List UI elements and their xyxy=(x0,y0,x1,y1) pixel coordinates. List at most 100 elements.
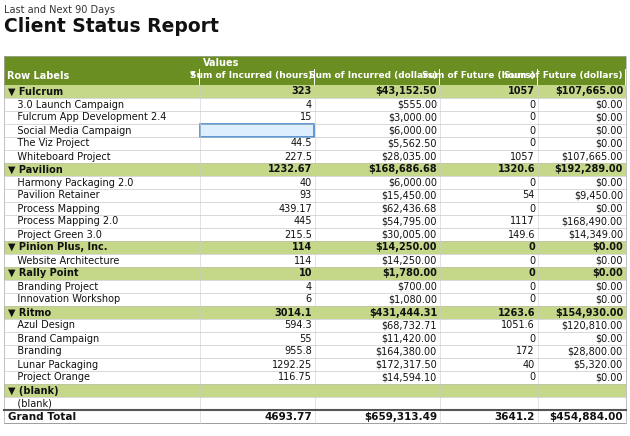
Text: 0: 0 xyxy=(529,126,535,136)
Bar xyxy=(4,410,626,423)
Text: Innovation Workshop: Innovation Workshop xyxy=(8,294,120,304)
Text: Brand Campaign: Brand Campaign xyxy=(8,334,100,344)
Bar xyxy=(200,124,314,137)
Text: 1263.6: 1263.6 xyxy=(498,307,535,317)
Text: $15,450.00: $15,450.00 xyxy=(382,191,437,201)
Text: 172: 172 xyxy=(517,347,535,357)
Text: Lunar Packaging: Lunar Packaging xyxy=(8,360,98,369)
Bar xyxy=(4,306,626,319)
Text: $68,732.71: $68,732.71 xyxy=(382,320,437,330)
Text: $164,380.00: $164,380.00 xyxy=(375,347,437,357)
Bar xyxy=(4,254,626,267)
Text: 4693.77: 4693.77 xyxy=(264,412,312,422)
Text: $168,686.68: $168,686.68 xyxy=(369,164,437,174)
Text: 40: 40 xyxy=(300,177,312,187)
Bar xyxy=(4,111,626,124)
Bar xyxy=(4,319,626,332)
Text: 1232.67: 1232.67 xyxy=(268,164,312,174)
Text: 3641.2: 3641.2 xyxy=(495,412,535,422)
Text: ▼ Fulcrum: ▼ Fulcrum xyxy=(8,86,63,96)
Text: $1,080.00: $1,080.00 xyxy=(388,294,437,304)
Text: $431,444.31: $431,444.31 xyxy=(369,307,437,317)
Bar xyxy=(4,137,626,150)
Text: ▼ Pinion Plus, Inc.: ▼ Pinion Plus, Inc. xyxy=(8,242,108,252)
Text: $0.00: $0.00 xyxy=(595,334,623,344)
Text: Grand Total: Grand Total xyxy=(8,412,76,422)
Text: 0: 0 xyxy=(529,204,535,214)
Bar xyxy=(4,56,626,423)
Text: $168,490.00: $168,490.00 xyxy=(562,217,623,226)
Text: $120,810.00: $120,810.00 xyxy=(561,320,623,330)
Bar xyxy=(4,98,626,111)
Text: 116.75: 116.75 xyxy=(278,372,312,382)
Bar xyxy=(4,280,626,293)
Text: 1051.6: 1051.6 xyxy=(501,320,535,330)
Text: $0.00: $0.00 xyxy=(595,126,623,136)
Text: 6: 6 xyxy=(306,294,312,304)
Text: 4: 4 xyxy=(306,282,312,292)
Text: $14,349.00: $14,349.00 xyxy=(568,229,623,239)
Text: Sum of Incurred (dollars): Sum of Incurred (dollars) xyxy=(309,71,437,80)
Text: 0: 0 xyxy=(529,112,535,123)
Text: 3.0 Launch Campaign: 3.0 Launch Campaign xyxy=(8,99,124,109)
Text: $0.00: $0.00 xyxy=(595,282,623,292)
Bar xyxy=(4,345,626,358)
Text: Fulcrum App Development 2.4: Fulcrum App Development 2.4 xyxy=(8,112,166,123)
Text: $659,313.49: $659,313.49 xyxy=(364,412,437,422)
Text: $28,035.00: $28,035.00 xyxy=(382,151,437,161)
Text: Harmony Packaging 2.0: Harmony Packaging 2.0 xyxy=(8,177,134,187)
Text: Client Status Report: Client Status Report xyxy=(4,17,219,36)
Text: $14,594.10: $14,594.10 xyxy=(382,372,437,382)
Bar xyxy=(4,189,626,202)
Text: 1057: 1057 xyxy=(508,86,535,96)
Text: 3014.1: 3014.1 xyxy=(275,307,312,317)
Bar xyxy=(440,69,537,85)
Text: $0.00: $0.00 xyxy=(595,204,623,214)
Text: $0.00: $0.00 xyxy=(592,242,623,252)
Bar xyxy=(315,69,439,85)
Text: $6,000.00: $6,000.00 xyxy=(388,177,437,187)
Text: 55: 55 xyxy=(299,334,312,344)
Text: $30,005.00: $30,005.00 xyxy=(382,229,437,239)
Text: (blank): (blank) xyxy=(8,399,52,409)
Text: 0: 0 xyxy=(529,177,535,187)
Bar xyxy=(4,150,626,163)
Text: 44.5: 44.5 xyxy=(290,139,312,149)
Text: $0.00: $0.00 xyxy=(595,294,623,304)
Text: ▼ Rally Point: ▼ Rally Point xyxy=(8,269,79,279)
Text: $172,317.50: $172,317.50 xyxy=(375,360,437,369)
Text: 0: 0 xyxy=(529,255,535,266)
Text: 1117: 1117 xyxy=(510,217,535,226)
Text: $43,152.50: $43,152.50 xyxy=(375,86,437,96)
Text: $6,000.00: $6,000.00 xyxy=(388,126,437,136)
Text: 32: 32 xyxy=(300,126,312,136)
Text: Values: Values xyxy=(203,58,239,68)
Text: $0.00: $0.00 xyxy=(595,372,623,382)
Text: Pavilion Retainer: Pavilion Retainer xyxy=(8,191,100,201)
Text: 1320.6: 1320.6 xyxy=(498,164,535,174)
Text: Process Mapping 2.0: Process Mapping 2.0 xyxy=(8,217,118,226)
Text: $5,320.00: $5,320.00 xyxy=(574,360,623,369)
Text: $0.00: $0.00 xyxy=(592,269,623,279)
Bar xyxy=(4,397,626,410)
Text: $192,289.00: $192,289.00 xyxy=(554,164,623,174)
Text: Whiteboard Project: Whiteboard Project xyxy=(8,151,111,161)
Text: 215.5: 215.5 xyxy=(284,229,312,239)
Text: Project Orange: Project Orange xyxy=(8,372,90,382)
Text: $154,930.00: $154,930.00 xyxy=(555,307,623,317)
Bar xyxy=(4,241,626,254)
Text: 0: 0 xyxy=(529,334,535,344)
Bar xyxy=(4,85,626,98)
Bar xyxy=(4,215,626,228)
Text: $0.00: $0.00 xyxy=(595,177,623,187)
Bar xyxy=(0,423,630,436)
Bar xyxy=(4,176,626,189)
Bar xyxy=(200,69,314,85)
Text: 149.6: 149.6 xyxy=(508,229,535,239)
Text: ▼ Ritmo: ▼ Ritmo xyxy=(8,307,51,317)
Text: 0: 0 xyxy=(529,372,535,382)
Bar xyxy=(4,228,626,241)
Text: $0.00: $0.00 xyxy=(595,255,623,266)
Text: Social Media Campaign: Social Media Campaign xyxy=(8,126,132,136)
Text: $62,436.68: $62,436.68 xyxy=(382,204,437,214)
